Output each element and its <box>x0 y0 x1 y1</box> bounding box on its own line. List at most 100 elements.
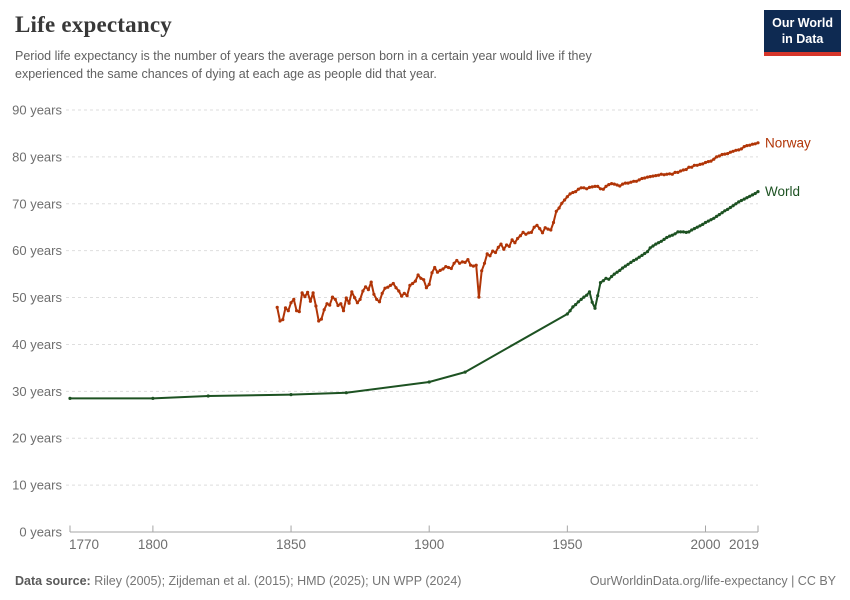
series-point-world <box>579 297 583 301</box>
series-point-norway <box>540 231 545 235</box>
series-point-norway <box>521 230 525 234</box>
series-point-world <box>632 258 636 263</box>
series-point-norway <box>709 159 713 163</box>
owid-logo-line1: Our World <box>772 16 833 30</box>
series-point-world <box>665 235 669 240</box>
series-point-norway <box>283 306 288 310</box>
chart-subtitle: Period life expectancy is the number of … <box>15 49 592 82</box>
series-point-norway <box>366 288 370 292</box>
series-point-norway <box>529 230 534 234</box>
series-point-world <box>720 211 724 215</box>
series-point-norway <box>397 289 401 293</box>
series-point-norway <box>466 258 470 262</box>
series-point-norway <box>676 170 680 174</box>
series-point-world <box>618 268 622 272</box>
series-point-norway <box>621 182 625 186</box>
series-point-norway <box>350 290 354 294</box>
series-point-norway <box>726 152 730 156</box>
series-point-norway <box>369 280 373 284</box>
series-point-norway <box>715 155 719 159</box>
series-point-world <box>289 393 293 397</box>
series-point-norway <box>314 304 318 308</box>
series-point-world <box>607 277 611 281</box>
series-point-norway <box>361 289 365 293</box>
series-point-norway <box>289 301 293 305</box>
series-point-norway <box>435 270 440 274</box>
data-source-label: Data source: <box>15 574 91 588</box>
series-point-norway <box>460 260 464 264</box>
series-point-norway <box>505 243 509 247</box>
series-point-norway <box>480 269 484 273</box>
series-point-norway <box>598 187 603 191</box>
series-point-world <box>692 227 697 231</box>
series-point-world <box>737 200 741 204</box>
series-point-world <box>734 202 738 206</box>
series-point-norway <box>493 250 498 255</box>
series-point-norway <box>424 286 428 290</box>
y-axis-tick-label: 70 years <box>12 196 62 211</box>
series-point-norway <box>701 162 705 166</box>
data-source-text: Riley (2005); Zijdeman et al. (2015); HM… <box>90 574 462 588</box>
y-axis-tick-label: 40 years <box>12 337 62 352</box>
series-point-norway <box>411 281 415 286</box>
series-point-norway <box>684 167 688 172</box>
series-point-world <box>668 234 672 238</box>
series-label-world[interactable]: World <box>765 184 800 199</box>
series-point-norway <box>690 165 694 169</box>
series-point-norway <box>400 294 404 298</box>
x-axis-tick-label: 2000 <box>690 537 720 552</box>
series-point-norway <box>643 176 647 180</box>
y-axis-tick-label: 50 years <box>12 290 62 305</box>
series-point-norway <box>565 195 569 199</box>
series-point-norway <box>737 148 741 152</box>
series-point-norway <box>516 236 520 241</box>
series-point-norway <box>427 282 431 286</box>
series-point-norway <box>458 261 462 265</box>
series-point-norway <box>576 187 581 191</box>
owid-logo-line2: in Data <box>781 32 824 47</box>
series-point-world <box>640 253 644 257</box>
series-point-norway <box>355 301 359 305</box>
series-point-norway <box>339 302 343 306</box>
series-point-world <box>626 262 630 266</box>
series-point-norway <box>383 286 387 290</box>
series-point-norway <box>532 225 536 229</box>
series-point-world <box>728 205 733 210</box>
series-point-world <box>565 312 569 316</box>
series-point-world <box>712 216 716 220</box>
series-point-norway <box>463 260 467 264</box>
series-point-world <box>571 305 575 309</box>
series-point-norway <box>325 302 329 306</box>
series-point-norway <box>656 173 661 177</box>
series-point-norway <box>734 148 738 152</box>
series-point-norway <box>753 142 757 146</box>
series-point-norway <box>739 147 744 151</box>
series-point-world <box>645 250 650 254</box>
series-point-norway <box>441 267 445 271</box>
series-point-norway <box>560 201 564 205</box>
series-point-world <box>568 309 572 313</box>
attribution-link[interactable]: OurWorldinData.org/life-expectancy | CC … <box>589 574 836 588</box>
series-point-norway <box>615 183 619 187</box>
series-point-norway <box>311 291 315 295</box>
series-label-norway[interactable]: Norway <box>765 135 811 150</box>
x-axis-tick-label: 2019 <box>729 537 759 552</box>
series-line-world[interactable] <box>69 190 759 400</box>
series-point-norway <box>416 273 420 277</box>
series-point-norway <box>333 297 337 301</box>
series-point-norway <box>634 179 639 183</box>
series-point-norway <box>391 281 395 286</box>
series-point-norway <box>668 172 672 176</box>
series-point-world <box>601 279 605 283</box>
series-point-world <box>656 241 661 245</box>
series-point-world <box>206 394 210 398</box>
series-point-norway <box>471 264 475 268</box>
series-point-world <box>750 193 755 197</box>
series-point-norway <box>571 190 575 195</box>
series-point-norway <box>488 254 492 258</box>
series-point-norway <box>507 244 511 248</box>
series-point-norway <box>295 309 299 313</box>
series-point-world <box>659 239 663 243</box>
owid-logo[interactable]: Our World in Data <box>764 10 841 56</box>
x-axis-tick-label: 1770 <box>69 537 99 552</box>
